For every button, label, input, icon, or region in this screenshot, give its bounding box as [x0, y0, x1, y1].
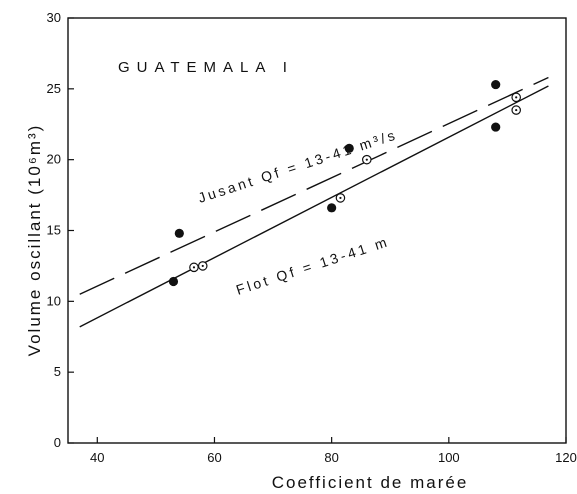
jusant-trend-line	[79, 76, 549, 295]
flot-point-dot	[192, 266, 196, 269]
y-axis-title: Volume oscillant (10⁶m³)	[25, 124, 44, 357]
x-tick-label: 40	[90, 450, 104, 465]
jusant-point	[168, 276, 179, 287]
x-tick-label: 80	[324, 450, 338, 465]
plot-frame	[67, 17, 567, 444]
flot-point	[511, 105, 521, 115]
y-tick-label: 15	[47, 223, 61, 238]
y-tick-label: 5	[54, 364, 61, 379]
flot-point-dot	[515, 96, 518, 99]
jusant-point	[491, 122, 501, 132]
flot-point-dot	[365, 158, 368, 161]
jusant-point	[327, 203, 337, 213]
plot-title: GUATEMALA I	[118, 59, 294, 76]
flot-point	[189, 262, 199, 273]
flot-point-dot	[515, 108, 518, 112]
regression-lines	[79, 76, 549, 328]
y-tick-label: 20	[47, 152, 61, 167]
data-points	[168, 79, 521, 287]
flot-point-dot	[201, 264, 204, 268]
flot-trend-line	[79, 85, 549, 328]
jusant-point	[174, 228, 184, 238]
ticks: 40 60 80 100 120 0 5 10 15 20 25 30	[47, 10, 577, 465]
y-tick-label: 30	[47, 10, 61, 25]
y-tick-label: 10	[47, 293, 61, 308]
flot-point	[511, 92, 521, 103]
y-tick-label: 0	[54, 435, 61, 450]
axes	[67, 17, 567, 444]
flot-point	[361, 154, 372, 165]
flot-point	[335, 193, 346, 203]
jusant-line-label: Jusant Qf = 13-41 m³/s	[196, 126, 400, 206]
x-axis-title: Coefficient de marée	[272, 473, 469, 492]
x-tick-label: 100	[438, 450, 460, 465]
x-tick-label: 60	[207, 450, 221, 465]
x-tick-label: 120	[555, 450, 577, 465]
flot-point-dot	[339, 196, 342, 200]
y-tick-label: 25	[47, 81, 61, 96]
jusant-point	[491, 79, 501, 90]
flot-point	[197, 261, 208, 271]
flot-line-label: Flot Qf = 13-41 m	[234, 233, 391, 298]
jusant-point	[344, 143, 354, 153]
